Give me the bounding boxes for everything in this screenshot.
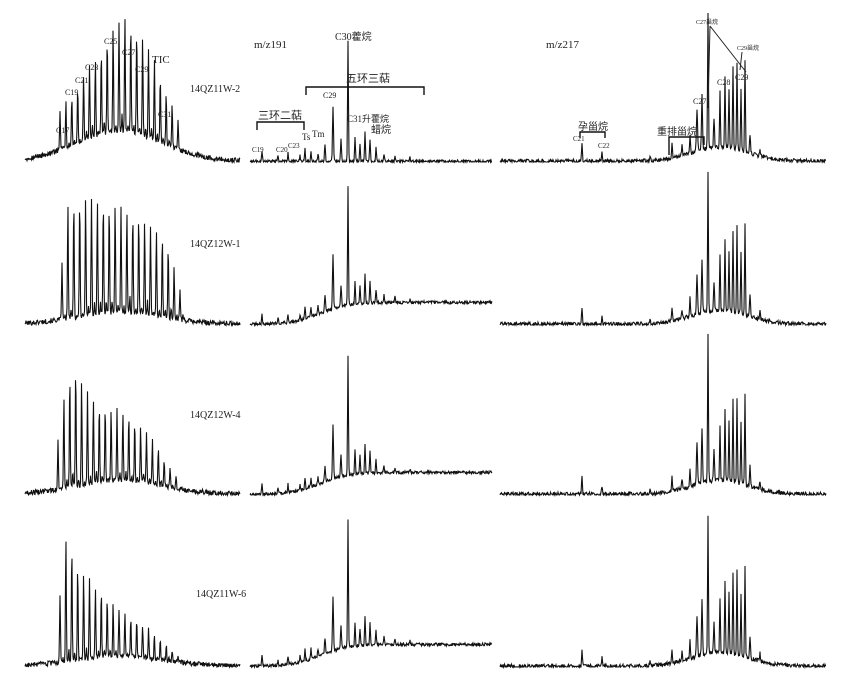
mz217-annotations: 孕甾烷 C21 C22 重排甾烷 C27 C28 C29 C27甾烷 C29甾烷 [573,18,759,155]
tic-peak-c17: C17 [56,126,69,135]
tic-trace [24,380,241,498]
sample-label-2: 14QZ12W-1 [190,239,241,250]
c29-label: C29 [735,73,748,82]
tic-trace [24,19,241,165]
mz191-trace [249,186,493,328]
sterane-leader-lines [707,25,747,109]
c29-hopane-label: C29 [323,91,336,100]
sample-label-1: 14QZ11W-2 [190,84,240,95]
gammacerane-label: 蜡烷 [371,123,391,136]
tic-peak-c21: C21 [75,76,88,85]
rearranged-sterane-label: 重排甾烷 [657,125,697,138]
pentacyclic-bracket [305,86,425,95]
ts-label: Ts [302,132,311,142]
mz191-trace [249,355,493,497]
c28-label: C28 [717,78,730,87]
c27-sterane-label: C27甾烷 [696,18,718,26]
mz217-trace [499,171,827,328]
homohopane-label: C31升藿烷 [347,113,389,124]
mz217-trace [499,515,827,670]
chromatogram-traces [24,12,827,670]
c20-label: C20 [276,146,288,154]
tic-peak-c29: C29 [135,65,148,74]
tricyclic-bracket [256,121,305,130]
pentacyclic-label: 五环三萜 [346,72,390,85]
pregnane-label: 孕甾烷 [578,120,608,133]
tic-label: TIC [152,54,170,66]
mz217-trace [499,333,827,498]
tic-peak-c31: C31 [158,110,171,119]
mz217-trace [499,12,827,165]
c30-hopane-label: C30藿烷 [335,30,372,43]
tic-peak-c27: C27 [122,48,135,57]
tic-trace [24,541,241,669]
tic-peak-c19: C19 [65,88,78,97]
pregnane-bracket [579,131,606,138]
mz191-trace [249,40,493,165]
tm-label: Tm [312,129,325,139]
mz191-label: m/z191 [254,39,287,51]
mz217-label: m/z217 [546,39,579,51]
sample-label-3: 14QZ12W-4 [190,410,241,421]
mz191-trace [249,519,493,670]
tic-peak-c23: C23 [85,63,98,72]
tic-peak-c25: C25 [104,37,117,46]
c21-label: C21 [573,135,585,143]
c19-label: C19 [252,146,264,154]
sample-label-4: 14QZ11W-6 [196,589,246,600]
c23-tricyclic-label: C23 [288,142,300,150]
mz191-annotations: C30藿烷 五环三萜 三环二萜 C29 C31升藿烷 蜡烷 Ts Tm C19 … [252,30,425,154]
c29-sterane-label: C29甾烷 [737,44,759,52]
tic-peak-annotations: C17 C19 C21 C23 C25 C27 C29 C31 [56,37,171,135]
tricyclic-label: 三环二萜 [258,109,302,122]
c27-label: C27 [693,97,706,106]
c22-label: C22 [598,142,610,150]
tic-trace [24,198,241,327]
rearranged-bracket [668,136,705,155]
